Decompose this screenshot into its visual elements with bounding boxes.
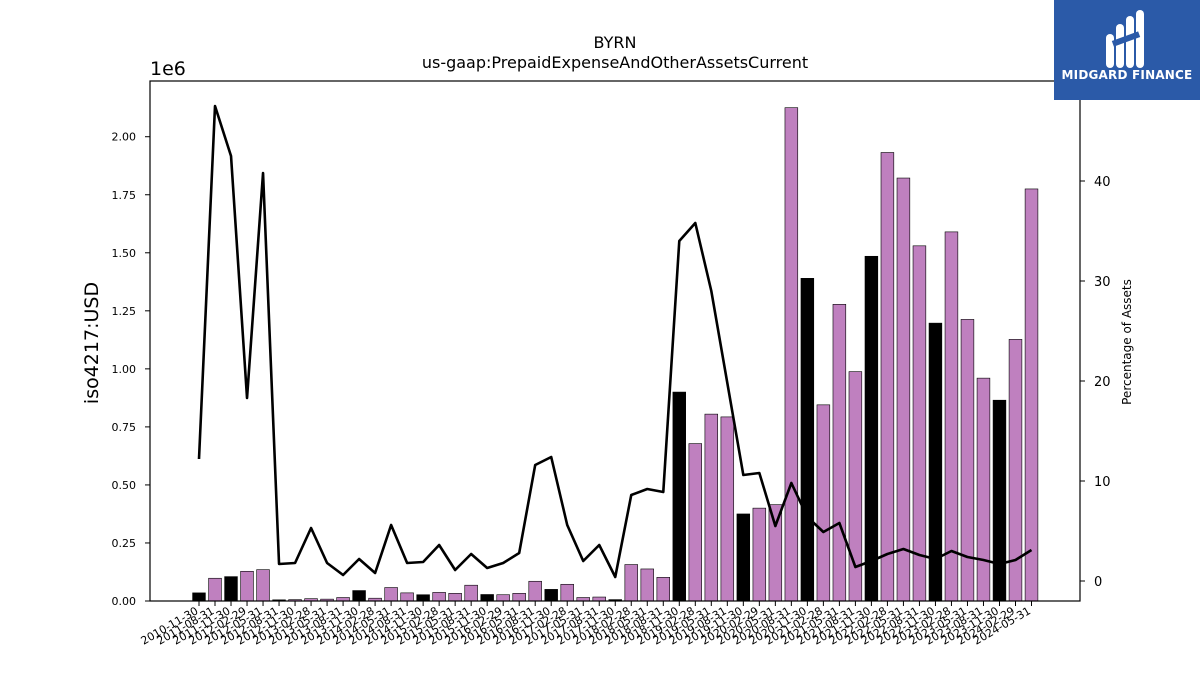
bar bbox=[560, 583, 574, 602]
bar bbox=[512, 593, 526, 602]
y2-axis-ticks: 0 10 20 30 40 bbox=[1080, 175, 1111, 590]
bar bbox=[800, 278, 815, 602]
bar bbox=[192, 592, 206, 602]
y2-axis-label: Percentage of Assets bbox=[1120, 279, 1134, 405]
y-axis-label: iso4217:USD bbox=[81, 282, 103, 404]
bar bbox=[384, 587, 398, 602]
y2-tick-label: 10 bbox=[1094, 475, 1111, 490]
bar bbox=[496, 594, 510, 602]
bar bbox=[624, 564, 638, 602]
bar bbox=[464, 584, 478, 602]
brand-name: MIDGARD FINANCE bbox=[1061, 68, 1193, 82]
plot-frame bbox=[149, 80, 1081, 602]
bar bbox=[656, 577, 670, 602]
y-tick-label: 0.25 bbox=[112, 537, 137, 550]
bar bbox=[416, 594, 430, 602]
x-axis-ticks: 2010-11-302011-08-312011-11-302012-02-29… bbox=[139, 601, 1033, 648]
y-tick-label: 1.50 bbox=[112, 247, 137, 260]
bar bbox=[912, 245, 927, 602]
bar bbox=[832, 304, 847, 602]
bar bbox=[704, 413, 719, 602]
y-tick-label: 1.25 bbox=[112, 305, 137, 318]
y-axis-ticks: 0.00 0.25 0.50 0.75 1.00 1.25 1.50 1.75 2.00 bbox=[112, 131, 150, 608]
y2-tick-label: 0 bbox=[1094, 575, 1102, 590]
y-tick-label: 1.75 bbox=[112, 189, 137, 202]
y2-tick-label: 40 bbox=[1094, 175, 1111, 190]
bar bbox=[736, 513, 751, 602]
bar bbox=[432, 592, 446, 602]
bar bbox=[448, 593, 462, 602]
bar bbox=[784, 107, 799, 602]
bar bbox=[256, 569, 270, 602]
bar bbox=[816, 404, 831, 602]
bar bbox=[1024, 188, 1039, 602]
bar bbox=[672, 391, 686, 602]
bar bbox=[752, 507, 767, 602]
bar bbox=[544, 589, 558, 602]
y-tick-label: 2.00 bbox=[112, 131, 137, 144]
midgard-logo-icon bbox=[1106, 10, 1144, 68]
y-tick-label: 0.75 bbox=[112, 421, 137, 434]
bar bbox=[992, 399, 1007, 602]
bar bbox=[640, 568, 654, 602]
bar bbox=[864, 255, 879, 602]
brand-logo: MIDGARD FINANCE bbox=[1054, 0, 1200, 100]
bar bbox=[768, 504, 783, 602]
bar bbox=[224, 576, 238, 602]
bar bbox=[944, 231, 959, 602]
chart-subtitle: us-gaap:PrepaidExpenseAndOtherAssetsCurr… bbox=[422, 53, 808, 72]
bar bbox=[896, 177, 911, 602]
y2-tick-label: 30 bbox=[1094, 275, 1111, 290]
bar bbox=[208, 577, 222, 602]
y-tick-label: 0.50 bbox=[112, 479, 137, 492]
bar bbox=[720, 416, 735, 602]
bar bbox=[880, 152, 895, 602]
y-axis-offset-label: 1e6 bbox=[150, 58, 186, 80]
bar bbox=[480, 594, 494, 602]
percentage-line bbox=[197, 104, 1033, 579]
bar bbox=[976, 377, 991, 602]
y2-tick-label: 20 bbox=[1094, 375, 1111, 390]
y-tick-label: 0.00 bbox=[112, 595, 137, 608]
bar bbox=[528, 580, 542, 602]
bar bbox=[352, 590, 366, 602]
bar bbox=[240, 570, 254, 602]
y-tick-label: 1.00 bbox=[112, 363, 137, 376]
chart-title: BYRN bbox=[594, 33, 637, 52]
bar bbox=[688, 443, 703, 602]
bar-series bbox=[192, 107, 1039, 602]
bar bbox=[400, 592, 414, 602]
